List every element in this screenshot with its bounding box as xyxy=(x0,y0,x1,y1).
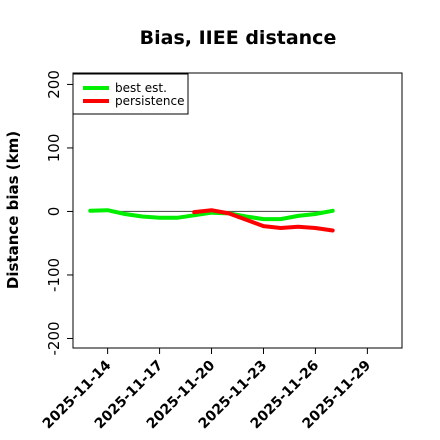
plot-frame xyxy=(72,72,403,349)
y-tick-label: -100 xyxy=(45,258,63,292)
legend-box xyxy=(72,73,189,115)
y-axis: -200 -100 0 100 200 xyxy=(45,70,73,355)
series-layer xyxy=(88,208,335,233)
legend: best est. persistence xyxy=(72,73,189,115)
legend-label-best-est: best est. xyxy=(115,81,167,95)
legend-label-persistence: persistence xyxy=(115,94,184,108)
series-line-persistence xyxy=(192,208,335,233)
y-tick-label: 200 xyxy=(45,70,63,99)
y-tick-label: -200 xyxy=(45,321,63,355)
y-tick-label: 0 xyxy=(45,207,63,217)
x-axis: 2025-11-142025-11-172025-11-202025-11-23… xyxy=(40,348,374,432)
y-tick-label: 100 xyxy=(45,134,63,163)
series-line-best-est xyxy=(88,208,335,222)
y-axis-label: Distance bias (km) xyxy=(4,131,22,289)
chart-title: Bias, IIEE distance xyxy=(140,27,337,49)
